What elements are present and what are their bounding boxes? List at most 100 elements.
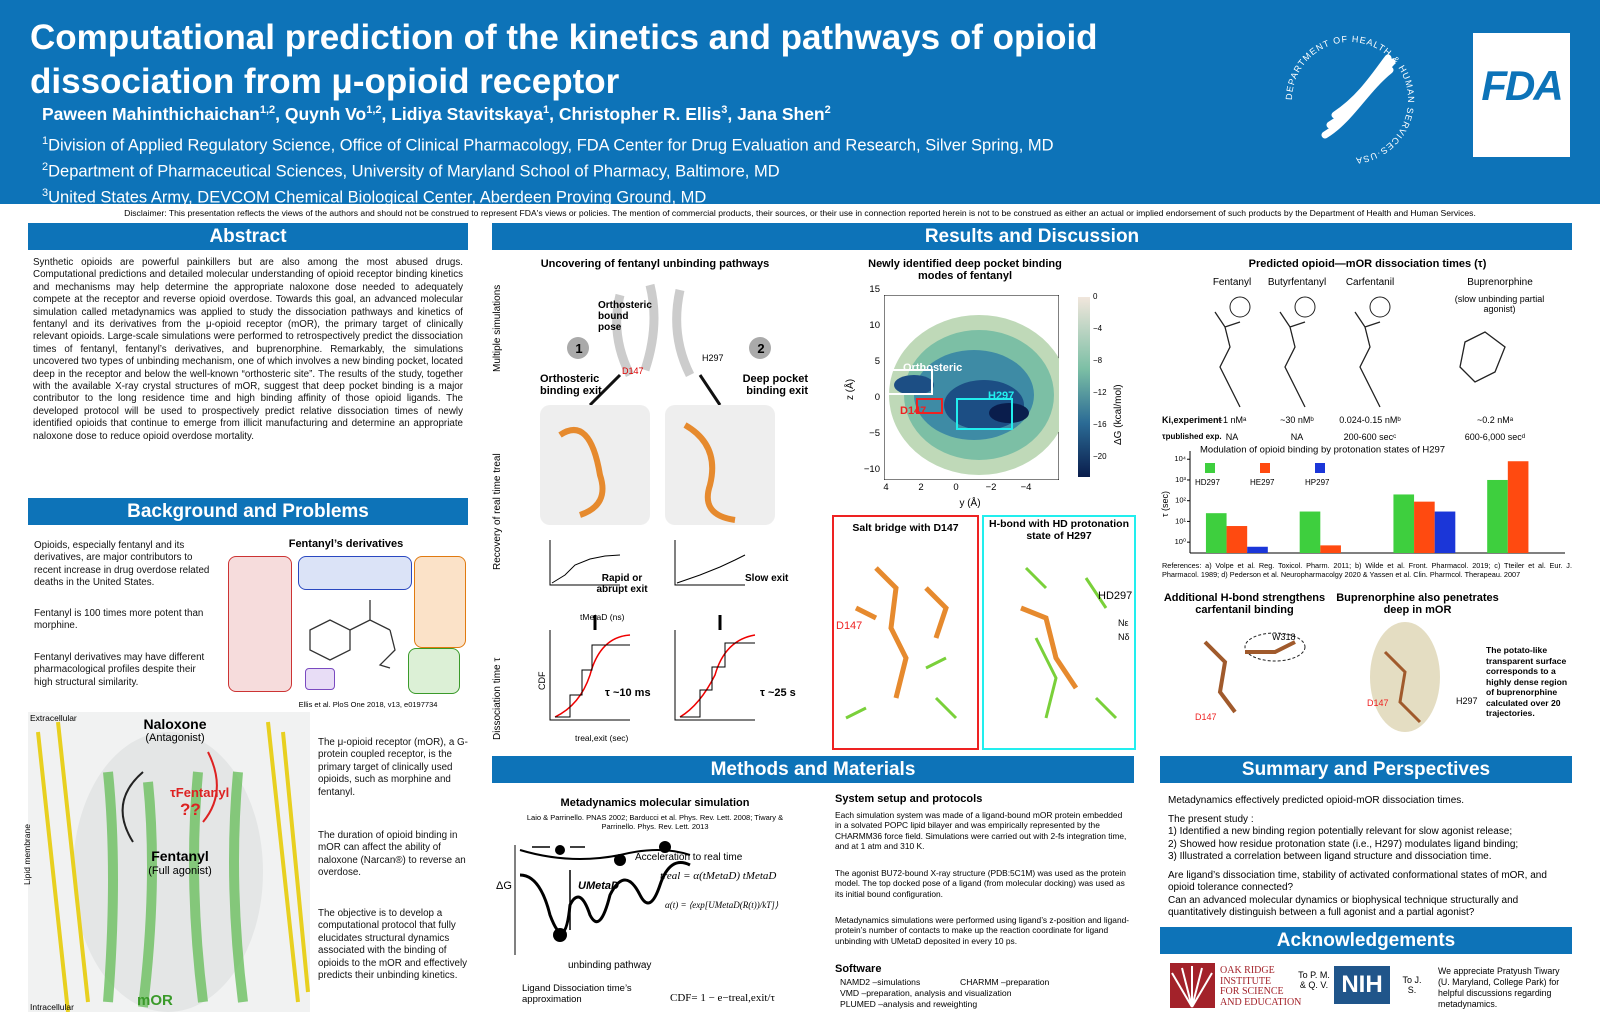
list-item: NAMD2 –simulations: [840, 977, 921, 987]
citation: Ellis et al. PloS One 2018, v13, e019773…: [298, 700, 438, 709]
label: D147: [836, 620, 863, 632]
receptor-art: [36, 721, 310, 1012]
label: Orthosteric bound pose: [598, 300, 652, 333]
y-tick-label: 10³: [1175, 475, 1186, 484]
group-box: [414, 556, 466, 648]
contour-plot: [884, 295, 1059, 480]
abstract-text: Synthetic opioids are powerful painkille…: [33, 257, 463, 442]
label: τFentanyl: [170, 785, 230, 800]
label: Lipid membrane: [22, 824, 32, 885]
paragraph: We appreciate Pratyush Tiwary (U. Maryla…: [1438, 966, 1560, 1009]
tick-label: 5: [874, 356, 880, 367]
affiliations: 1Division of Applied Regulatory Science,…: [42, 131, 1054, 209]
drug-name: Carfentanil: [1345, 277, 1395, 288]
affiliation: 3United States Army, DEVCOM Chemical Bio…: [42, 183, 1054, 209]
label: τ ~25 s: [760, 687, 796, 699]
label: Slow exit: [745, 573, 789, 584]
paragraph: Opioids, especially fentanyl and its der…: [34, 540, 210, 589]
tau-value: 600-6,000 secᵈ: [1464, 432, 1526, 442]
chart-title: Modulation of opioid binding by protonat…: [1200, 445, 1445, 456]
label: τpublished exp.: [1162, 432, 1222, 441]
tick-label: −16: [1093, 420, 1107, 429]
label: Deep pocket binding exit: [742, 373, 808, 397]
authors: Paween Mahinthichaichan1,2, Quynh Vo1,2,…: [42, 104, 831, 125]
label: (Antagonist): [145, 732, 205, 744]
tau-value: NA: [1290, 432, 1304, 442]
tick-label: −20: [1093, 452, 1107, 461]
label: z (Å): [845, 378, 856, 400]
list-item: PLUMED –analysis and reweighting: [840, 999, 978, 1009]
label: Intracellular: [30, 1002, 74, 1012]
title: Computational prediction of the kinetics…: [30, 18, 1098, 101]
paragraph: Metadynamics simulations were performed …: [835, 915, 1130, 946]
label: y (Å): [959, 498, 981, 509]
label: ΔG: [496, 880, 512, 892]
list-item: 2) Showed how residue protonation state …: [1168, 838, 1519, 850]
y-tick-label: 10¹: [1175, 516, 1186, 525]
disclaimer: Disclaimer: This presentation reflects t…: [124, 208, 1476, 218]
legend-swatch: [1205, 463, 1215, 473]
label: OAK RIDGE: [1220, 965, 1275, 976]
drug-name: Fentanyl: [1212, 277, 1252, 288]
y-tick-label: 10⁴: [1174, 454, 1186, 463]
author-sup: 2: [824, 104, 831, 117]
label: ΔG (kcal/mol): [1113, 384, 1124, 445]
bar: [1414, 501, 1435, 553]
author: , Lidiya Stavitskaya: [381, 104, 543, 124]
label: tMetaD (ns): [580, 612, 625, 622]
panel-box: [832, 515, 979, 750]
panel-title: Predicted opioid—mOR dissociation times …: [1248, 258, 1487, 270]
label: Ligand Dissociation time’s approximation: [522, 983, 632, 1005]
paragraph: The μ-opioid receptor (mOR), a G-protein…: [318, 737, 468, 798]
panel-title: Uncovering of fentanyl unbinding pathway…: [540, 258, 770, 270]
energy-curve: [514, 841, 691, 955]
label: H297: [702, 353, 724, 363]
label: Ki,experiment: [1162, 415, 1222, 425]
legend-swatch: [1315, 463, 1325, 473]
author: , Jana Shen: [727, 104, 825, 124]
label: τ ~10 ms: [605, 687, 651, 699]
legend-label: HE297: [1250, 478, 1275, 487]
bar: [1205, 513, 1227, 553]
ki-value: ~1 nMᵃ: [1217, 415, 1247, 425]
label: CDF: [537, 671, 547, 691]
tick-label: 0: [1093, 292, 1098, 301]
y-tick-label: 10⁰: [1175, 537, 1186, 546]
group-box: [298, 556, 412, 590]
tick-label: 4: [883, 482, 889, 493]
label: D147: [622, 366, 644, 376]
bar: [1507, 461, 1529, 553]
label: W318: [1272, 632, 1296, 642]
tick-label: 0: [874, 392, 880, 403]
label: INSTITUTE: [1220, 975, 1272, 987]
affiliation-sup: 3: [42, 187, 49, 199]
label: mOR: [137, 992, 173, 1009]
label: (slow unbinding partial agonist): [1454, 294, 1545, 314]
tick-label: −10: [863, 464, 880, 475]
ki-value: ~0.2 nMᵃ: [1476, 415, 1514, 425]
label: 2: [757, 341, 765, 356]
tau-value: NA: [1225, 432, 1239, 442]
pathways-art: [540, 283, 775, 721]
paragraph: The duration of opioid binding in mOR ca…: [318, 830, 466, 879]
structures: [1214, 296, 1506, 408]
bar: [1299, 511, 1321, 553]
references: References: a) Volpe et al. Reg. Toxicol…: [1162, 561, 1572, 579]
section-header: Abstract: [28, 223, 468, 250]
orise-logo: [1170, 963, 1215, 1008]
tick-label: −8: [1093, 356, 1103, 365]
label: Recovery of real time treal: [492, 453, 503, 570]
label: Naloxone: [143, 716, 207, 732]
bar: [1320, 545, 1341, 553]
tick-label: −5: [869, 428, 880, 439]
legend-label: HD297: [1195, 478, 1220, 487]
label: Orthosteric binding exit: [540, 373, 602, 397]
drug-name: Butyrfentanyl: [1267, 277, 1327, 288]
author-sup: 1,2: [259, 104, 276, 117]
affiliation-text: Department of Pharmaceutical Sciences, U…: [48, 162, 780, 181]
author: Paween Mahinthichaichan: [42, 104, 260, 124]
label: AND EDUCATION: [1220, 996, 1302, 1008]
ki-value: 0.024-0.15 nMᵇ: [1339, 415, 1401, 425]
tick-label: −12: [1093, 388, 1107, 397]
list-item: 1) Identified a new binding region poten…: [1168, 826, 1513, 837]
